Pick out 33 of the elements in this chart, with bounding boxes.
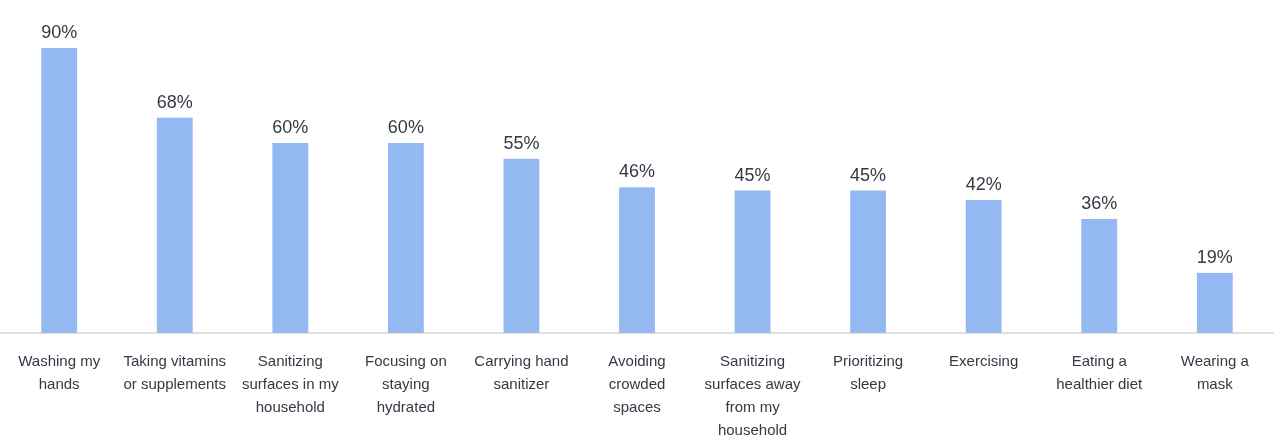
x-tick-label: Wearing a mask: [1180, 352, 1250, 392]
bar: [503, 158, 540, 333]
x-tick-label: Washing my hands: [18, 352, 101, 392]
x-tick-label: Carrying hand sanitizer: [474, 352, 569, 392]
bar: [1081, 219, 1118, 333]
data-label: 55%: [503, 132, 540, 153]
bar: [734, 190, 771, 333]
data-label: 45%: [734, 164, 771, 185]
data-label: 46%: [618, 161, 656, 182]
bar: [965, 200, 1002, 333]
bar: [272, 143, 309, 333]
data-label: 19%: [1196, 246, 1233, 267]
bar: [1196, 272, 1233, 333]
x-tick-label: Sanitizing surfaces in my household: [241, 352, 340, 415]
data-label: 60%: [387, 117, 424, 137]
x-tick-label: Sanitizing surfaces away from my household: [704, 352, 801, 438]
x-tick-label: Taking vitamins or supplements: [123, 352, 227, 392]
data-label: 36%: [1081, 193, 1118, 213]
x-tick-label: Focusing on staying hydrated: [365, 352, 447, 415]
x-tick-label: Prioritizing sleep: [833, 352, 904, 392]
data-label: 42%: [965, 174, 1002, 194]
bar: [41, 48, 78, 333]
x-tick-label: Avoiding crowded spaces: [608, 352, 666, 415]
x-tick-label: Exercising: [949, 352, 1019, 369]
x-tick-label: Eating a healthier diet: [1056, 352, 1144, 392]
data-label: 45%: [850, 164, 887, 185]
data-label: 90%: [41, 22, 78, 42]
data-label: 68%: [156, 91, 193, 112]
bar: [850, 190, 887, 333]
bar: [156, 117, 193, 333]
bar: [387, 143, 424, 333]
bar: [619, 187, 655, 333]
data-label: 60%: [272, 117, 309, 137]
